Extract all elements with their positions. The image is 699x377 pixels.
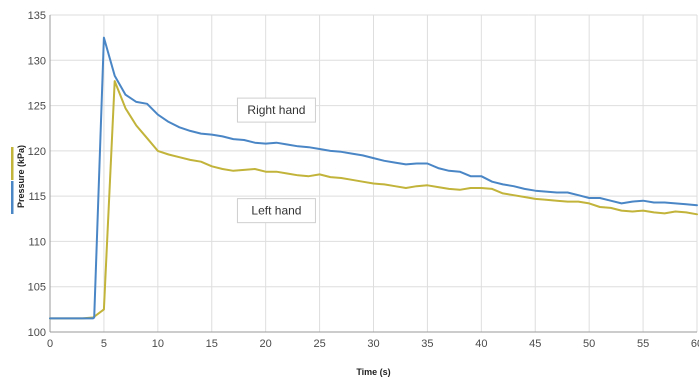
right-hand-key-swatch [11, 181, 14, 214]
annotations: Right hand Left hand [236, 97, 316, 224]
y-tick-label: 130 [28, 55, 46, 67]
x-tick-label: 55 [637, 338, 649, 350]
x-tick-label: 10 [152, 338, 164, 350]
annotation-box: Right hand [236, 97, 316, 123]
series-line-left-hand [49, 80, 698, 320]
grid [49, 14, 698, 333]
series-lines [49, 36, 698, 320]
x-axis-title: Time (s) [356, 367, 390, 377]
x-tick-label: 0 [47, 338, 53, 350]
series-line-right-hand [49, 36, 698, 320]
x-tick-label: 45 [529, 338, 541, 350]
y-tick-label: 110 [28, 236, 46, 248]
axes: 0 5 10 15 20 25 30 35 40 45 50 55 60 100 105 110 115 120 1… [28, 10, 699, 350]
y-axis-series-key [11, 147, 14, 214]
y-tick-label: 105 [28, 282, 46, 294]
annotation-box: Left hand [236, 198, 316, 224]
y-axis-title: Pressure (kPa) [16, 145, 26, 208]
x-tick-label: 30 [367, 338, 379, 350]
y-tick-label: 120 [28, 146, 46, 158]
left-hand-key-swatch [11, 147, 14, 180]
y-tick-label: 135 [28, 10, 46, 22]
x-tick-label: 40 [475, 338, 487, 350]
annotation-label: Right hand [247, 103, 305, 117]
x-tick-label: 15 [206, 338, 218, 350]
x-tick-label: 50 [583, 338, 595, 350]
x-tick-label: 5 [101, 338, 107, 350]
x-tick-label: 60 [691, 338, 699, 350]
annotation-frame [236, 97, 316, 123]
y-tick-label: 125 [28, 101, 46, 113]
annotation-frame [236, 198, 316, 224]
annotation-label: Left hand [251, 204, 301, 218]
y-tick-label: 100 [28, 327, 46, 339]
x-tick-label: 35 [421, 338, 433, 350]
x-tick-label: 20 [260, 338, 272, 350]
y-tick-label: 115 [28, 191, 46, 203]
x-tick-label: 25 [313, 338, 325, 350]
